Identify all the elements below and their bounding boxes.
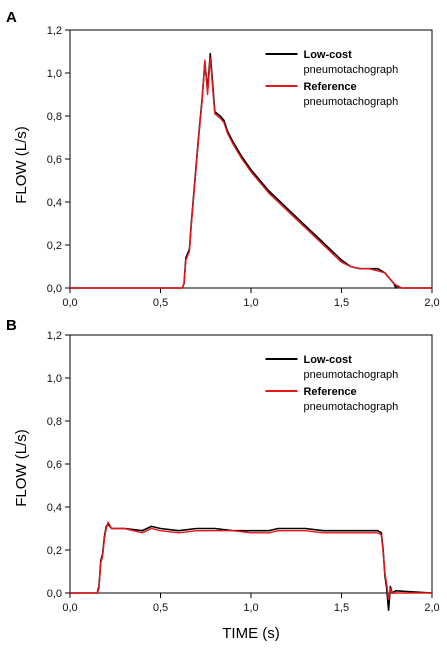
- y-tick-label: 0,6: [47, 154, 62, 166]
- panel-letter-a: A: [6, 9, 17, 26]
- x-tick-label: 0,0: [62, 297, 77, 309]
- x-tick-label: 1,5: [334, 602, 349, 614]
- y-axis-title-a: FLOW (L/s): [13, 126, 30, 204]
- panel-letter-b: B: [6, 317, 17, 334]
- legend-label-plain: pneumotachograph: [303, 64, 398, 76]
- x-tick-label: 1,0: [243, 602, 258, 614]
- y-tick-label: 0,2: [47, 545, 62, 557]
- y-tick-label: 0,8: [47, 111, 62, 123]
- x-tick-label: 1,5: [334, 297, 349, 309]
- y-tick-label: 0,4: [47, 197, 62, 209]
- y-tick-label: 1,0: [47, 373, 62, 385]
- y-tick-label: 1,0: [47, 68, 62, 80]
- legend-label-plain: pneumotachograph: [303, 369, 398, 381]
- x-tick-label: 1,0: [243, 297, 258, 309]
- y-tick-label: 1,2: [47, 25, 62, 37]
- x-tick-label: 0,5: [153, 297, 168, 309]
- y-tick-label: 0,2: [47, 240, 62, 252]
- y-tick-label: 0,0: [47, 588, 62, 600]
- legend-label-bold: Low-cost: [303, 354, 352, 366]
- legend-label-plain: pneumotachograph: [303, 96, 398, 108]
- y-tick-label: 1,2: [47, 330, 62, 342]
- x-tick-label: 0,0: [62, 602, 77, 614]
- legend-label-bold: Reference: [303, 81, 356, 93]
- y-tick-label: 0,6: [47, 459, 62, 471]
- y-tick-label: 0,8: [47, 416, 62, 428]
- y-tick-label: 0,4: [47, 502, 62, 514]
- x-tick-label: 2,0: [424, 602, 439, 614]
- y-axis-title-b: FLOW (L/s): [13, 429, 30, 507]
- chart-panel-a: 0,0 0,5 1,0 1,5 2,0 0,0 0,2 0,4 0,6 0,8 1,0 1,2 Low-…: [47, 25, 440, 309]
- legend-label-plain: pneumotachograph: [303, 401, 398, 413]
- legend-label-bold: Reference: [303, 386, 356, 398]
- x-tick-label: 0,5: [153, 602, 168, 614]
- series-line-reference: [70, 521, 432, 601]
- legend-label-bold: Low-cost: [303, 49, 352, 61]
- series-line-reference: [70, 57, 432, 289]
- chart-panel-b: 0,0 0,5 1,0 1,5 2,0 0,0 0,2 0,4 0,6 0,8 1,0 1,2 Low-…: [47, 330, 440, 614]
- y-tick-label: 0,0: [47, 283, 62, 295]
- x-axis-title: TIME (s): [222, 625, 280, 642]
- x-tick-label: 2,0: [424, 297, 439, 309]
